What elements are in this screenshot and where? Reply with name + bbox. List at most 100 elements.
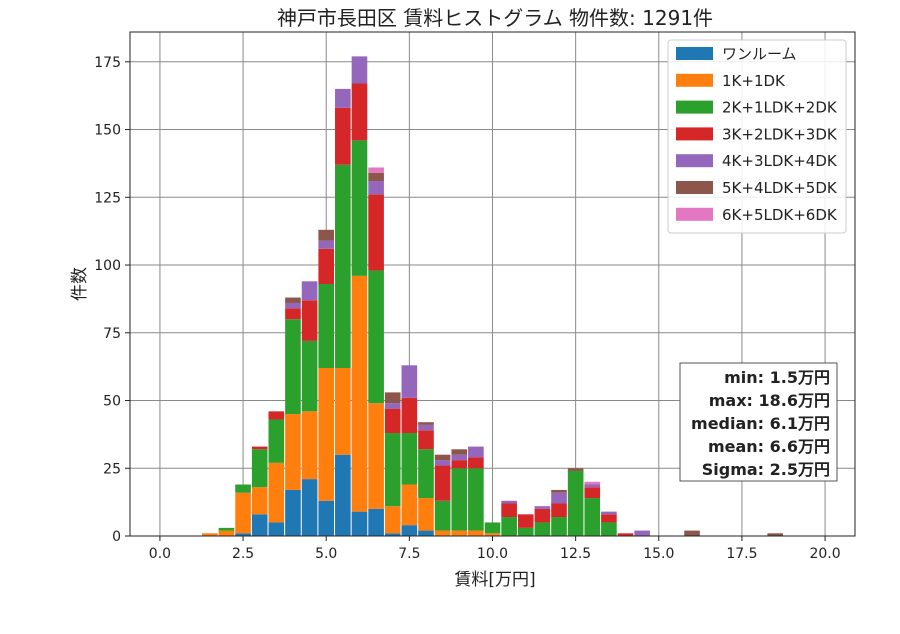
- histogram-bar: [285, 297, 301, 303]
- histogram-bar: [601, 522, 617, 536]
- histogram-bar: [434, 460, 451, 466]
- y-tick-label: 175: [94, 55, 121, 71]
- histogram-bar: [368, 181, 384, 195]
- y-tick-label: 150: [94, 123, 121, 139]
- histogram-bar: [384, 506, 401, 534]
- histogram-bar: [335, 107, 351, 165]
- legend-swatch: [676, 207, 713, 221]
- histogram-bar: [567, 470, 584, 536]
- stats-max: max: 18.6万円: [709, 391, 830, 410]
- legend-items: ワンルーム 1K+1DK 2K+1LDK+2DK 3K+2LDK+3DK 4K+3LDK…: [676, 45, 838, 224]
- histogram-bar: [368, 194, 384, 271]
- y-axis-label: 件数: [70, 267, 90, 301]
- histogram-bar: [301, 300, 318, 341]
- histogram-bar: [235, 533, 251, 536]
- legend-label: 3K+2LDK+3DK: [722, 125, 838, 143]
- histogram-bar: [384, 392, 401, 404]
- histogram-bar: [401, 365, 418, 398]
- histogram-bar: [418, 430, 434, 450]
- histogram-bar: [401, 484, 418, 526]
- histogram-bar: [251, 514, 268, 536]
- x-tick-label: 2.5: [232, 546, 254, 562]
- histogram-bar: [517, 514, 534, 528]
- histogram-bar: [235, 484, 251, 493]
- histogram-bar: [468, 468, 484, 531]
- histogram-bar: [617, 533, 634, 536]
- histogram-bar: [384, 408, 401, 434]
- histogram-bar: [384, 403, 401, 409]
- y-tick-label: 100: [94, 258, 121, 274]
- y-tick-label: 0: [112, 529, 121, 545]
- histogram-bar: [401, 433, 418, 485]
- histogram-bar: [584, 498, 601, 536]
- histogram-bar: [268, 411, 285, 420]
- histogram-bar: [501, 517, 517, 536]
- histogram-bar: [218, 527, 235, 531]
- histogram-bar: [584, 487, 601, 499]
- histogram-bar: [534, 508, 551, 523]
- histogram-bar: [368, 270, 384, 404]
- histogram-bar: [318, 229, 335, 241]
- stats-median: median: 6.1万円: [691, 414, 830, 433]
- y-tick-label: 25: [103, 461, 121, 477]
- histogram-bar: [368, 167, 384, 173]
- ticks-layer: 0.0 2.5 5.0 7.5 10.0 12.5 15.0 17.5 20.0 0 25 50 75 1…: [94, 55, 840, 562]
- histogram-bar: [318, 368, 335, 501]
- stats-mean: mean: 6.6万円: [708, 437, 830, 456]
- histogram-bar: [351, 83, 368, 141]
- legend-label: 6K+5LDK+6DK: [722, 206, 838, 224]
- histogram-bar: [418, 449, 434, 499]
- y-tick-label: 50: [103, 394, 121, 410]
- x-axis-label: 賃料[万円]: [454, 570, 535, 590]
- histogram-bar: [301, 281, 318, 301]
- histogram-bar: [351, 140, 368, 276]
- histogram-bar: [202, 533, 218, 536]
- histogram-bar: [401, 397, 418, 434]
- stats-box-frame: [679, 362, 838, 482]
- histogram-bar: [567, 468, 584, 471]
- histogram-bar: [318, 284, 335, 368]
- legend-swatch: [676, 181, 713, 194]
- histogram-bar: [301, 411, 318, 480]
- histogram-bar: [451, 460, 468, 469]
- stats-box: min: 1.5万円 max: 18.6万円 median: 6.1万円 mea…: [679, 362, 838, 482]
- histogram-bar: [335, 368, 351, 455]
- stats-sigma: Sigma: 2.5万円: [702, 460, 830, 479]
- legend-swatch: [676, 154, 713, 168]
- histogram-bar: [251, 449, 268, 488]
- legend-swatch: [676, 100, 713, 114]
- histogram-bar: [534, 522, 551, 536]
- legend-swatch: [676, 127, 713, 141]
- histogram-bar: [418, 422, 434, 425]
- x-tick-label: 10.0: [477, 546, 508, 562]
- histogram-bar: [468, 457, 484, 469]
- histogram-bar: [418, 498, 434, 531]
- histogram-bar: [268, 419, 285, 463]
- legend-label: 5K+4LDK+5DK: [722, 179, 838, 197]
- histogram-bar: [634, 530, 650, 536]
- legend-label: ワンルーム: [722, 45, 797, 63]
- histogram-bar: [335, 454, 351, 536]
- histogram-bar: [501, 500, 517, 504]
- legend-label: 2K+1LDK+2DK: [722, 99, 838, 117]
- grid-layer: [130, 32, 855, 537]
- histogram-bar: [351, 56, 368, 84]
- histogram-bar: [285, 302, 301, 309]
- histogram-bar: [418, 530, 434, 536]
- histogram-bar: [451, 468, 468, 531]
- histogram-bar: [351, 511, 368, 536]
- histogram-bar: [601, 511, 617, 515]
- x-tick-label: 0.0: [149, 546, 171, 562]
- histogram-bar: [251, 487, 268, 515]
- histogram-bar: [368, 403, 384, 509]
- histogram-bar: [318, 240, 335, 249]
- legend-swatch: [676, 73, 713, 87]
- y-tick-label: 75: [103, 326, 121, 342]
- x-tick-label: 5.0: [315, 546, 337, 562]
- histogram-bar: [218, 530, 235, 536]
- histogram-bar: [235, 492, 251, 534]
- histogram-bar: [418, 424, 434, 431]
- histogram-bar: [501, 503, 517, 518]
